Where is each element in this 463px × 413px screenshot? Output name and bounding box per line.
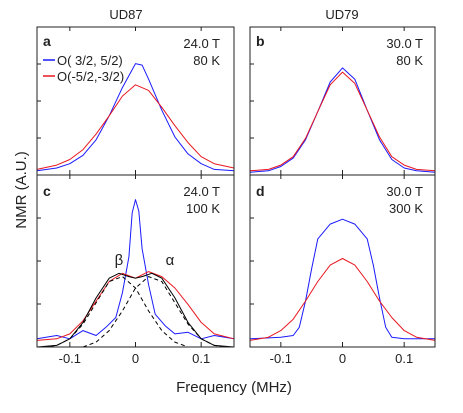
column-title-left: UD87 (109, 7, 142, 22)
panel-b: b 30.0 T 80 K (249, 26, 436, 176)
x-tick-label-d-2: 0 (339, 351, 346, 366)
panel-label-d: d (256, 183, 265, 199)
panel-label-c: c (43, 183, 51, 199)
condition-label-c-2: 100 K (186, 201, 220, 216)
x-tick-label-d-3: 0.1 (395, 351, 413, 366)
peak-annotation-1: β (115, 252, 124, 269)
panel-label-b: b (256, 33, 265, 49)
x-tick-label-c-2: 0 (132, 351, 139, 366)
condition-label-c-1: 24.0 T (183, 184, 220, 199)
series-line-d-2 (249, 258, 436, 341)
x-tick-label-c-1: -0.1 (59, 351, 81, 366)
legend-entry-1: O( 3/2, 5/2) (57, 53, 123, 68)
legend-entry-2: O(-5/2,-3/2) (57, 69, 124, 84)
series-line-c-1 (36, 199, 235, 340)
condition-label-d-1: 30.0 T (386, 184, 423, 199)
panel-d: -0.1 0 0.1 d 30.0 T 300 K (249, 174, 436, 366)
series-line-c-4 (43, 276, 189, 348)
column-title-right: UD79 (325, 7, 358, 22)
x-tick-label-d-1: -0.1 (270, 351, 292, 366)
x-axis-label: Frequency (MHz) (176, 379, 292, 396)
series-line-c-2 (36, 271, 235, 341)
series-line-b-2 (249, 71, 436, 172)
condition-label-a-1: 24.0 T (183, 36, 220, 51)
condition-label-a-2: 80 K (193, 53, 220, 68)
series-line-c-3 (36, 272, 235, 348)
series-line-a-1 (36, 63, 235, 172)
condition-label-b-1: 30.0 T (386, 36, 423, 51)
x-tick-label-c-3: 0.1 (192, 351, 210, 366)
series-line-a-2 (36, 84, 235, 170)
series-line-b-1 (249, 67, 436, 173)
y-axis-label: NMR (A.U.) (13, 151, 30, 229)
peak-annotation-2: α (166, 252, 175, 269)
panel-c: -0.1 0 0.1 c 24.0 T 100 K β α (36, 174, 235, 366)
condition-label-b-2: 80 K (396, 53, 423, 68)
panel-label-a: a (43, 33, 51, 49)
series-line-d-1 (249, 218, 435, 340)
panel-a: a 24.0 T 80 K O( 3/2, 5/2)O(-5/2,-3/2) (36, 26, 235, 176)
series-line-c-5 (82, 276, 228, 348)
condition-label-d-2: 300 K (389, 201, 423, 216)
